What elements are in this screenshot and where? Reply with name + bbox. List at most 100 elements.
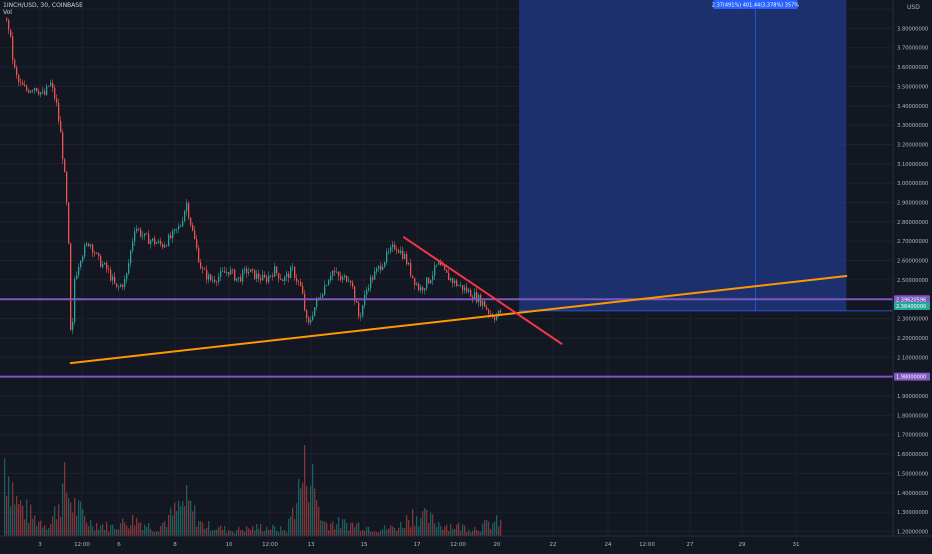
volume-bar xyxy=(84,516,86,536)
volume-bar xyxy=(106,521,108,536)
candle-body xyxy=(358,302,360,317)
candle-body xyxy=(440,262,442,266)
volume-bar xyxy=(158,531,160,536)
volume-bar xyxy=(474,527,476,536)
volume-bar xyxy=(48,527,50,536)
volume-bar xyxy=(498,526,500,536)
candle-body xyxy=(58,102,60,121)
symbol-line[interactable]: 1INCH/USD, 30, COINBASE xyxy=(3,2,83,9)
trendlines[interactable] xyxy=(69,236,848,365)
volume-bar xyxy=(422,511,424,536)
volume-bar xyxy=(454,528,456,536)
volume-bar xyxy=(354,527,356,536)
volume-bar xyxy=(52,516,54,536)
candle-body xyxy=(254,269,256,279)
candle-body xyxy=(266,277,268,282)
volume-bar xyxy=(36,525,38,536)
volume-bar xyxy=(496,515,498,536)
time-axis-background[interactable] xyxy=(0,536,932,550)
candle-body xyxy=(438,262,440,265)
candle-body xyxy=(484,300,486,307)
volume-bar xyxy=(402,527,404,536)
volume-bar xyxy=(318,506,320,536)
candle-body xyxy=(394,244,396,250)
candle-body xyxy=(250,269,252,272)
price-tick-label: 3.40000000 xyxy=(897,104,928,110)
price-tick-label: 1.60000000 xyxy=(897,452,928,458)
horizontal-lines[interactable] xyxy=(0,298,893,378)
volume-bar xyxy=(178,500,180,536)
volume-bar xyxy=(450,524,452,536)
price-label-box xyxy=(894,302,930,311)
volume-bar xyxy=(64,462,66,536)
candle-body xyxy=(70,243,72,331)
volume-bar xyxy=(82,509,84,536)
volume-bar xyxy=(322,520,324,536)
candle-body xyxy=(368,287,370,291)
price-tick-label: 2.10000000 xyxy=(897,355,928,361)
candle-body xyxy=(474,292,476,299)
volume-bar xyxy=(20,500,22,536)
volume-bar xyxy=(74,497,76,536)
volume-bar xyxy=(92,526,94,536)
price-tick-label: 3.60000000 xyxy=(897,65,928,71)
time-tick-label: 13 xyxy=(308,542,315,548)
volume-bar xyxy=(336,524,338,536)
volume-bar xyxy=(14,504,16,536)
volume-bar xyxy=(326,522,328,536)
volume-bar xyxy=(34,515,36,536)
volume-bar xyxy=(490,528,492,536)
candle-body xyxy=(494,317,496,320)
price-axis-background[interactable] xyxy=(893,0,932,536)
volume-bar xyxy=(482,523,484,536)
candle-body xyxy=(294,267,296,279)
candle-body xyxy=(302,286,304,294)
volume-bar xyxy=(258,528,260,536)
candle-body xyxy=(268,275,270,282)
candle-body xyxy=(238,277,240,279)
volume-bar xyxy=(22,505,24,536)
volume-bar xyxy=(184,506,186,536)
candle-body xyxy=(36,88,38,92)
volume-bar xyxy=(206,527,208,536)
candle-body xyxy=(112,276,114,281)
volume-bar xyxy=(228,529,230,536)
candle-body xyxy=(444,265,446,270)
volume-bar xyxy=(6,495,8,536)
volume-bar xyxy=(110,524,112,536)
candle-body xyxy=(448,272,450,281)
volume-bar xyxy=(276,530,278,536)
candle-body xyxy=(472,296,474,299)
projection-box[interactable]: 2.37(491%) 401.44(3,378%) 357% xyxy=(519,0,893,312)
volume-bar xyxy=(298,479,300,536)
candle-body xyxy=(42,91,44,93)
time-tick-label: 31 xyxy=(793,542,800,548)
candle-body xyxy=(310,319,312,323)
price-tick-label: 1.90000000 xyxy=(897,394,928,400)
volume-bar xyxy=(76,515,78,536)
volume-bar xyxy=(372,531,374,536)
candle-body xyxy=(46,86,48,95)
volume-label[interactable]: Vol xyxy=(3,9,12,16)
candle-body xyxy=(496,315,498,320)
candle-body xyxy=(232,269,234,271)
volume-bar xyxy=(348,530,350,536)
volume-bar xyxy=(358,522,360,536)
price-tick-label: 1.70000000 xyxy=(897,433,928,439)
volume-bar xyxy=(56,519,58,536)
volume-bar xyxy=(374,531,376,536)
candle-body xyxy=(214,279,216,282)
volume-bar xyxy=(434,523,436,536)
volume-bar xyxy=(248,528,250,536)
candle-body xyxy=(276,266,278,274)
candle-body xyxy=(92,244,94,253)
candle-body xyxy=(290,267,292,279)
volume-bar xyxy=(466,532,468,536)
candle-body xyxy=(252,269,254,270)
candle-body xyxy=(456,280,458,286)
candle-body xyxy=(308,317,310,323)
candle-body xyxy=(138,228,140,230)
candle-body xyxy=(132,241,134,251)
